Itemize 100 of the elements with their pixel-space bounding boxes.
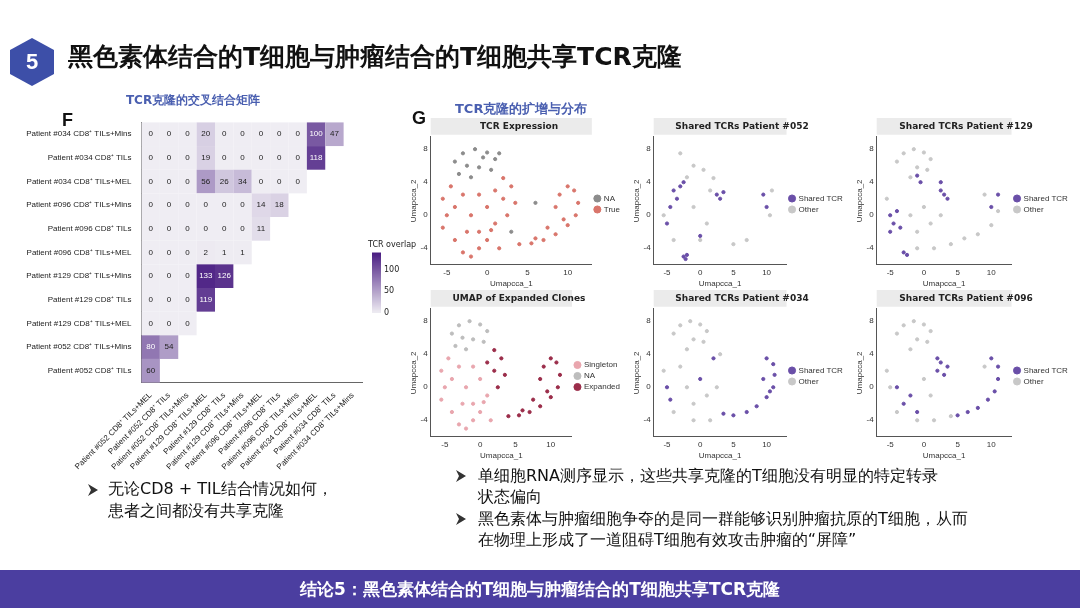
y-tick-label: 0	[646, 210, 652, 220]
y-tick-label: 0	[646, 382, 652, 392]
y-axis-title: Umapcca_2	[632, 178, 641, 223]
x-axis-title: Umapcca_1	[698, 451, 743, 461]
y-tick-label: 4	[646, 177, 652, 187]
x-tick-label: 5	[731, 267, 737, 277]
data-label: 0	[148, 129, 154, 139]
legend-label: Other	[1023, 376, 1044, 386]
y-tick-label: 8	[423, 316, 429, 326]
legend-label: Shared TCR	[798, 365, 844, 375]
data-label: 0	[221, 153, 227, 163]
y-tick-label: 4	[423, 349, 429, 359]
legend-label: Shared TCR	[1023, 365, 1069, 375]
data-label: 0	[148, 176, 154, 186]
x-tick-label: 10	[986, 439, 997, 449]
x-tick-label: 5	[955, 267, 961, 277]
data-label: 34	[238, 176, 248, 186]
y-tick-label: 0	[423, 210, 429, 220]
x-tick-label: -5	[443, 267, 451, 277]
x-tick-label: 0	[484, 267, 490, 277]
color-bar-label: 50	[384, 286, 395, 296]
x-tick-label: 0	[477, 439, 483, 449]
chart-title: Shared TCRs Patient #034	[675, 292, 809, 303]
data-label: 60	[146, 365, 156, 375]
x-tick-label: 0	[697, 267, 703, 277]
text: 单细胞RNA测序显示，这些共享克隆的T细胞没有明显的特定转录状态偏向	[478, 465, 939, 507]
legend-label: Other	[1023, 204, 1044, 214]
y-axis-title: Umapcca_2	[409, 350, 418, 395]
data-label: 0	[277, 153, 283, 163]
legend-label: Expanded	[583, 382, 620, 392]
y-axis-title: Umapcca_2	[855, 178, 864, 223]
x-tick-label: -5	[886, 439, 895, 449]
data-label: 0	[166, 176, 172, 186]
y-tick-label: Patient #034 CD8⁺ TILs+MEL	[26, 176, 133, 186]
y-tick-label: Patient #052 CD8⁺ TILs	[47, 365, 132, 375]
x-tick-label: 5	[513, 439, 519, 449]
y-tick-label: Patient #096 CD8⁺ TILs+Mins	[26, 200, 132, 210]
data-label: 0	[148, 247, 154, 257]
data-label: 0	[258, 153, 264, 163]
x-axis-title: Umapcca_1	[922, 279, 967, 289]
data-label: 119	[199, 295, 213, 305]
chart-title: Shared TCRs Patient #129	[899, 120, 1033, 131]
data-label: 0	[277, 176, 283, 186]
x-tick-label: 0	[697, 439, 703, 449]
x-tick-label: 5	[955, 439, 961, 449]
data-label: 0	[240, 224, 246, 234]
legend-label: NA	[603, 193, 616, 203]
x-tick-label: -5	[886, 267, 895, 277]
legend-label: Other	[798, 376, 819, 386]
y-tick-label: Patient #096 CD8⁺ TILs+MEL	[26, 247, 133, 257]
data-label: 0	[295, 153, 301, 163]
y-tick-label: 4	[869, 349, 875, 359]
x-tick-label: 10	[546, 439, 556, 449]
data-label: 19	[201, 153, 211, 163]
x-tick-label: -5	[441, 439, 449, 449]
data-label: 0	[185, 200, 191, 210]
legend-label: Singleton	[583, 360, 618, 370]
data-label: 0	[148, 153, 154, 163]
chart-title: Shared TCRs Patient #052	[675, 120, 809, 131]
data-label: 0	[240, 129, 246, 139]
text: TCR克隆的扩增与分布	[455, 100, 588, 118]
data-label: 14	[256, 200, 266, 210]
data-label: 0	[295, 176, 301, 186]
data-label: 0	[277, 129, 283, 139]
y-tick-label: Patient #034 CD8⁺ TILs+Mins	[26, 129, 132, 139]
y-tick-label: 4	[646, 349, 652, 359]
data-label: 0	[185, 318, 191, 328]
text: 结论5：黑色素体结合的T细胞与肿瘤结合的T细胞共享TCR克隆	[0, 570, 1080, 608]
data-label: 18	[274, 200, 285, 210]
data-label: 0	[185, 295, 191, 305]
x-tick-label: 10	[762, 267, 772, 277]
chart-title: Shared TCRs Patient #096	[899, 292, 1033, 303]
data-label: 0	[148, 224, 154, 234]
y-tick-label: Patient #034 CD8⁺ TILs	[47, 153, 132, 163]
y-tick-label: 8	[646, 144, 652, 154]
x-tick-label: 5	[525, 267, 531, 277]
data-label: 0	[148, 318, 154, 328]
data-label: 0	[166, 318, 172, 328]
text: 黑色素体与肿瘤细胞争夺的是同一群能够识别肿瘤抗原的T细胞，从而在物理上形成了一道阻碍T细胞有效攻击肿瘤的“屏障”	[478, 508, 969, 550]
legend-label: Other	[798, 204, 819, 214]
text: 黑色素体结合的T细胞与肿瘤结合的T细胞共享TCR克隆	[68, 41, 682, 73]
y-tick-label: Patient #052 CD8⁺ TILs+Mins	[26, 342, 132, 352]
x-tick-label: 10	[563, 267, 573, 277]
text: 无论CD8 + TIL结合情况如何，患者之间都没有共享克隆	[108, 478, 334, 522]
y-tick-label: Patient #129 CD8⁺ TILs	[47, 295, 132, 305]
y-tick-label: 0	[423, 382, 429, 392]
y-tick-label: -4	[420, 415, 429, 425]
y-tick-label: -4	[643, 415, 652, 425]
data-label: 126	[217, 271, 232, 281]
y-axis-title: Umapcca_2	[409, 178, 418, 223]
text: G	[412, 108, 427, 129]
data-label: 0	[221, 224, 227, 234]
data-label: 2	[203, 247, 209, 257]
x-tick-label: -5	[663, 267, 672, 277]
chart-title: TCR克隆的交叉结合矩阵	[125, 93, 261, 108]
legend-label: Shared TCR	[1023, 193, 1069, 203]
y-tick-label: Patient #096 CD8⁺ TILs	[47, 224, 132, 234]
y-axis-title: Umapcca_2	[855, 350, 864, 395]
data-label: 0	[166, 247, 172, 257]
data-label: 1	[240, 247, 246, 257]
